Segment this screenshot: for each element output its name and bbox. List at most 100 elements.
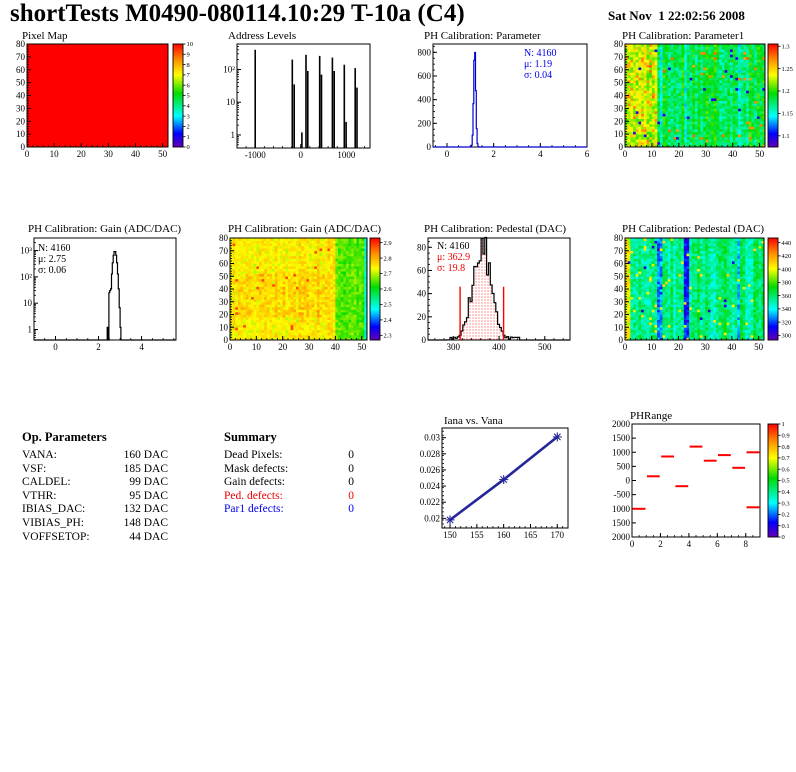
panel-gain-histogram: PH Calibration: Gain (ADC/DAC) N: 4160 μ… <box>8 218 208 365</box>
svg-text:0: 0 <box>623 149 628 159</box>
svg-text:30: 30 <box>219 297 229 307</box>
svg-text:30: 30 <box>614 103 624 113</box>
pedestal-map-chart: 0 10 20 30 40 5001020304050607080300320340360… <box>614 233 791 352</box>
ph-parameter-chart: 0 2 4 6 0 200 400 600 800 <box>418 43 590 159</box>
svg-text:20: 20 <box>614 116 624 126</box>
svg-text:0: 0 <box>25 149 30 159</box>
op-parameter-row: VOFFSETOP: 44 DAC <box>22 531 168 545</box>
svg-text:2.6: 2.6 <box>384 286 393 293</box>
svg-text:1.1: 1.1 <box>782 133 790 140</box>
op-parameter-row: VANA: 160 DAC <box>22 449 168 463</box>
panel-ph-parameter1: PH Calibration: Parameter1 0 10 20 30 40 50 0 1… <box>605 28 796 173</box>
op-parameter-row: VTHR: 95 DAC <box>22 490 168 504</box>
svg-text:3: 3 <box>187 113 190 120</box>
svg-text:400: 400 <box>418 95 432 105</box>
svg-text:2: 2 <box>491 149 496 159</box>
pixel-map-title: Pixel Map <box>22 30 68 42</box>
iana-vs-vana-title: Iana vs. Vana <box>444 415 503 427</box>
op-parameter-value: 185 DAC <box>123 462 168 475</box>
svg-text:70: 70 <box>219 246 229 256</box>
svg-text:30: 30 <box>16 103 26 113</box>
svg-text:10: 10 <box>614 129 624 139</box>
svg-text:2.7: 2.7 <box>384 271 393 278</box>
summary-row: Par1 defects: 0 <box>224 503 354 517</box>
panel-pedestal-histogram: PH Calibration: Pedestal (DAC) N: 4160 μ… <box>406 218 605 365</box>
svg-text:40: 40 <box>16 91 26 101</box>
op-parameter-label: VIBIAS_PH: <box>22 516 84 529</box>
svg-text:80: 80 <box>16 39 26 49</box>
op-parameter-row: VSF: 185 DAC <box>22 463 168 477</box>
svg-text:30: 30 <box>104 149 114 159</box>
svg-text:10: 10 <box>50 149 60 159</box>
svg-text:1.15: 1.15 <box>782 111 793 118</box>
svg-text:0: 0 <box>299 150 304 160</box>
svg-text:6: 6 <box>187 82 191 89</box>
svg-text:20: 20 <box>417 312 427 322</box>
svg-text:2.9: 2.9 <box>384 240 392 247</box>
summary-value: 0 <box>348 449 354 461</box>
svg-text:60: 60 <box>219 259 229 269</box>
summary-label: Par1 defects: <box>224 503 284 516</box>
svg-text:20: 20 <box>77 149 87 159</box>
op-parameters-rows: VANA: 160 DAC VSF: 185 DAC CALDEL: 99 DAC VTHR… <box>22 449 168 544</box>
svg-text:800: 800 <box>418 47 432 57</box>
svg-text:20: 20 <box>674 149 684 159</box>
stats-sigma: σ: 19.8 <box>437 263 466 274</box>
svg-text:30: 30 <box>701 149 711 159</box>
svg-text:70: 70 <box>16 52 26 62</box>
svg-text:1: 1 <box>28 325 33 335</box>
summary-row: Ped. defects: 0 <box>224 490 354 504</box>
svg-text:500: 500 <box>538 342 552 352</box>
panel-phrange: PHRange 0 2 4 6 8 2000 1500 1000 500 0 -500 1000 150… <box>605 404 796 556</box>
summary-value: 0 <box>348 503 354 516</box>
summary-label: Dead Pixels: <box>224 449 283 461</box>
stats-mean: μ: 1.19 <box>524 59 553 70</box>
svg-text:50: 50 <box>614 78 624 88</box>
svg-text:80: 80 <box>219 233 229 243</box>
svg-text:1.25: 1.25 <box>782 66 793 73</box>
svg-text:4: 4 <box>187 103 191 110</box>
svg-text:10²: 10² <box>223 64 235 74</box>
svg-text:1000: 1000 <box>337 150 356 160</box>
svg-text:2.4: 2.4 <box>384 317 393 324</box>
svg-text:2: 2 <box>187 124 190 131</box>
pedestal-histogram-chart: 300 400 500 0 20 40 60 80 <box>417 236 571 352</box>
svg-text:10: 10 <box>226 97 236 107</box>
svg-text:4: 4 <box>538 149 543 159</box>
svg-text:80: 80 <box>417 242 427 252</box>
panel-ph-parameter: PH Calibration: Parameter N: 4160 μ: 1.1… <box>406 28 605 173</box>
op-parameter-value: 160 DAC <box>123 449 168 461</box>
gain-map-chart: 0 10 20 30 40 50 0 10 20 30 40 50 60 70 80 2.3 2.4 2.5 2.6… <box>219 233 393 352</box>
stats-mean: μ: 2.75 <box>38 254 67 265</box>
svg-text:10: 10 <box>16 129 26 139</box>
panel-op-parameters: Op. Parameters VANA: 160 DAC VSF: 185 DAC CA… <box>12 424 202 554</box>
svg-text:10: 10 <box>23 298 33 308</box>
svg-text:20: 20 <box>219 310 229 320</box>
summary-row: Mask defects: 0 <box>224 463 354 477</box>
svg-text:-1000: -1000 <box>245 150 266 160</box>
gain-map-title: PH Calibration: Gain (ADC/DAC) <box>228 223 382 235</box>
op-parameter-label: IBIAS_DAC: <box>22 503 86 516</box>
op-parameter-value: 44 DAC <box>129 530 168 543</box>
svg-text:40: 40 <box>131 149 141 159</box>
address-levels-title: Address Levels <box>228 30 297 42</box>
svg-text:5: 5 <box>187 93 190 100</box>
panel-pixel-map: Pixel Map 0 10 20 30 40 50 0 10 20 30 40 50 60 70 80 0 1… <box>8 28 208 173</box>
svg-text:0: 0 <box>445 149 450 159</box>
svg-text:50: 50 <box>158 149 168 159</box>
summary-value: 0 <box>348 476 354 489</box>
svg-text:80: 80 <box>614 39 624 49</box>
svg-text:1: 1 <box>231 130 236 140</box>
svg-text:20: 20 <box>278 342 288 352</box>
gain-histogram-title: PH Calibration: Gain (ADC/DAC) <box>28 223 182 235</box>
op-parameter-label: CALDEL: <box>22 476 71 489</box>
svg-text:10: 10 <box>647 149 657 159</box>
ph-parameter1-title: PH Calibration: Parameter1 <box>622 30 745 42</box>
svg-text:40: 40 <box>417 289 427 299</box>
address-levels-chart: -1000 0 1000 1 10 10² <box>223 43 371 160</box>
summary-rows: Dead Pixels: 0 Mask defects: 0 Gain defects:… <box>224 449 354 517</box>
pedestal-histogram-stats: N: 4160 μ: 362.9 σ: 19.8 <box>437 241 470 274</box>
svg-text:0: 0 <box>619 142 624 152</box>
op-parameter-label: VANA: <box>22 449 57 461</box>
